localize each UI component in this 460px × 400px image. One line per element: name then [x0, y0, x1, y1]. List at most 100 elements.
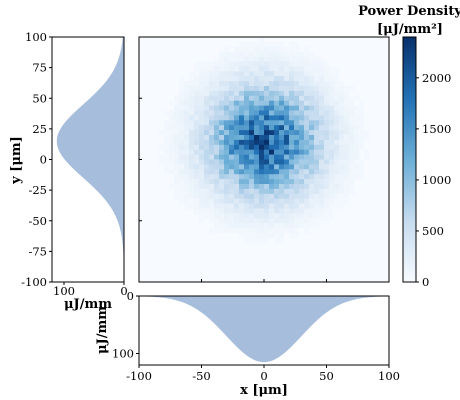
y-tick-label: 0: [40, 153, 47, 167]
heatmap-cell: [229, 184, 235, 190]
heatmap-cell: [279, 139, 285, 146]
heatmap-cell: [264, 81, 270, 87]
heatmap-cell: [209, 100, 215, 106]
heatmap-cell: [239, 139, 245, 146]
heatmap-cell: [319, 56, 325, 62]
heatmap-cell: [264, 208, 270, 214]
heatmap-cell: [224, 144, 230, 150]
heatmap-cell: [249, 76, 255, 82]
heatmap-cell: [264, 223, 270, 229]
heatmap-cell: [264, 193, 270, 199]
heatmap-cell: [254, 56, 260, 62]
heatmap-cell: [349, 188, 355, 195]
heatmap-cell: [214, 203, 220, 209]
heatmap-cell: [364, 130, 370, 136]
heatmap-cell: [194, 105, 200, 111]
x-axis-label: x [μm]: [240, 383, 288, 398]
heatmap-cell: [314, 203, 320, 209]
heatmap-cell: [339, 105, 345, 111]
heatmap-cell: [204, 144, 210, 150]
heatmap-cell: [309, 154, 315, 160]
heatmap-cell: [249, 46, 255, 52]
heatmap-cell: [329, 164, 335, 170]
heatmap-cell: [324, 174, 330, 180]
heatmap-cell: [344, 198, 350, 204]
heatmap-cell: [234, 46, 240, 52]
heatmap-cell: [339, 90, 345, 97]
heatmap-cell: [359, 159, 365, 165]
heatmap-cell: [299, 159, 305, 165]
heatmap-cell: [169, 169, 175, 175]
heatmap-cell: [204, 188, 210, 195]
heatmap-cell: [274, 110, 280, 116]
heatmap-cell: [259, 125, 265, 131]
heatmap-cell: [334, 188, 340, 195]
heatmap-cell: [239, 100, 245, 106]
heatmap-cell: [239, 56, 245, 62]
heatmap-cell: [239, 169, 245, 175]
heatmap-cell: [319, 188, 325, 195]
heatmap-cell: [259, 169, 265, 175]
heatmap-cell: [189, 71, 195, 77]
heatmap-cell: [304, 110, 310, 116]
heatmap-cell: [294, 169, 300, 175]
heatmap-cell: [294, 193, 300, 199]
heatmap-cell: [254, 61, 260, 67]
heatmap-cell: [239, 159, 245, 165]
heatmap-cell: [244, 218, 250, 224]
heatmap-cell: [314, 86, 320, 92]
heatmap-cell: [254, 81, 260, 87]
heatmap-cell: [199, 66, 205, 72]
heatmap-cell: [194, 125, 200, 131]
heatmap-cell: [334, 76, 340, 82]
heatmap-cell: [289, 184, 295, 190]
heatmap-cell: [274, 71, 280, 77]
heatmap-cell: [314, 223, 320, 229]
heatmap-cell: [289, 159, 295, 165]
heatmap-cell: [234, 125, 240, 131]
heatmap-cell: [294, 208, 300, 214]
heatmap-cell: [229, 76, 235, 82]
heatmap-cell: [239, 105, 245, 111]
heatmap-cell: [179, 115, 185, 121]
heatmap-cell: [339, 169, 345, 175]
x-tick-label: 0: [260, 369, 267, 383]
heatmap-cell: [294, 115, 300, 121]
heatmap-cell: [309, 56, 315, 62]
heatmap-cell: [309, 169, 315, 175]
heatmap-cell: [289, 76, 295, 82]
heatmap-cell: [294, 203, 300, 209]
heatmap-cell: [269, 115, 275, 121]
heatmap-cell: [354, 149, 360, 155]
heatmap-cell: [304, 228, 310, 234]
heatmap-cell: [349, 100, 355, 106]
heatmap-cell: [214, 115, 220, 121]
x-profile-ticks: -100 -50 0 50 100 0 100: [112, 289, 400, 383]
heatmap-cell: [264, 228, 270, 234]
heatmap-cell: [274, 169, 280, 175]
heatmap-cell: [254, 115, 260, 121]
heatmap-cell: [274, 125, 280, 131]
heatmap-cell: [269, 56, 275, 62]
heatmap-cell: [234, 144, 240, 150]
heatmap-cell: [269, 169, 275, 175]
heatmap-cell: [329, 193, 335, 199]
heatmap-cell: [249, 71, 255, 77]
heatmap-cell: [264, 41, 270, 48]
heatmap-cell: [234, 169, 240, 175]
heatmap-cell: [224, 56, 230, 62]
heatmap-cell: [284, 110, 290, 116]
heatmap-cell: [299, 86, 305, 92]
heatmap-cell: [329, 144, 335, 150]
heatmap-cell: [194, 149, 200, 155]
heatmap-cell: [274, 179, 280, 185]
heatmap-cell: [209, 188, 215, 195]
heatmap-cell: [319, 125, 325, 131]
heatmap-cell: [194, 86, 200, 92]
heatmap-cell: [264, 203, 270, 209]
heatmap-cell: [164, 154, 170, 160]
heatmap-cell: [249, 120, 255, 126]
heatmap-cell: [259, 213, 265, 219]
heatmap-cell: [274, 237, 280, 244]
heatmap-cell: [244, 115, 250, 121]
